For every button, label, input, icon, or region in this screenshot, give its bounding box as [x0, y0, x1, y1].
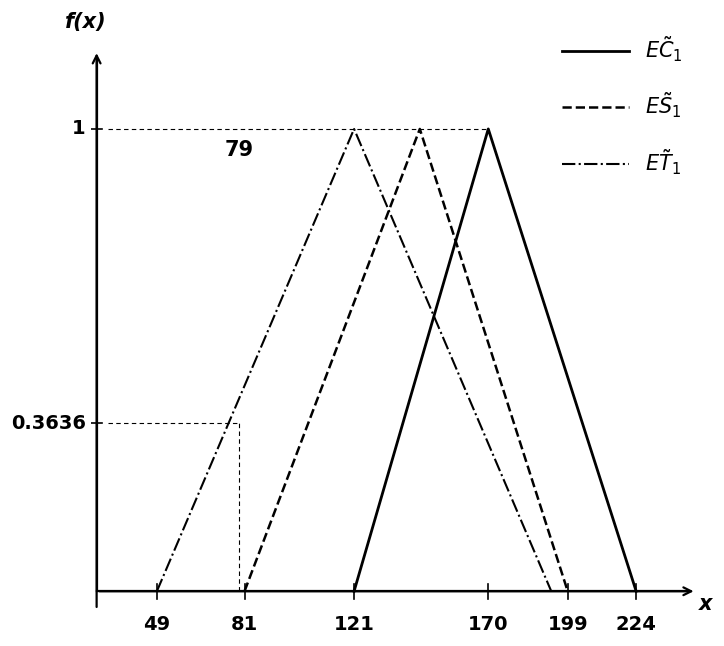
- Text: 1: 1: [72, 120, 85, 138]
- Legend: $E\tilde{C}_1$, $E\tilde{S}_1$, $E\tilde{T}_1$: $E\tilde{C}_1$, $E\tilde{S}_1$, $E\tilde…: [554, 26, 691, 185]
- Text: x: x: [699, 594, 712, 614]
- Text: 170: 170: [468, 615, 508, 634]
- Text: 121: 121: [334, 615, 374, 634]
- Text: 0.3636: 0.3636: [11, 413, 85, 433]
- Text: 224: 224: [615, 615, 657, 634]
- Text: f(x): f(x): [65, 12, 106, 32]
- Text: 199: 199: [547, 615, 588, 634]
- Text: 81: 81: [231, 615, 258, 634]
- Text: 79: 79: [224, 140, 253, 160]
- Text: 49: 49: [143, 615, 170, 634]
